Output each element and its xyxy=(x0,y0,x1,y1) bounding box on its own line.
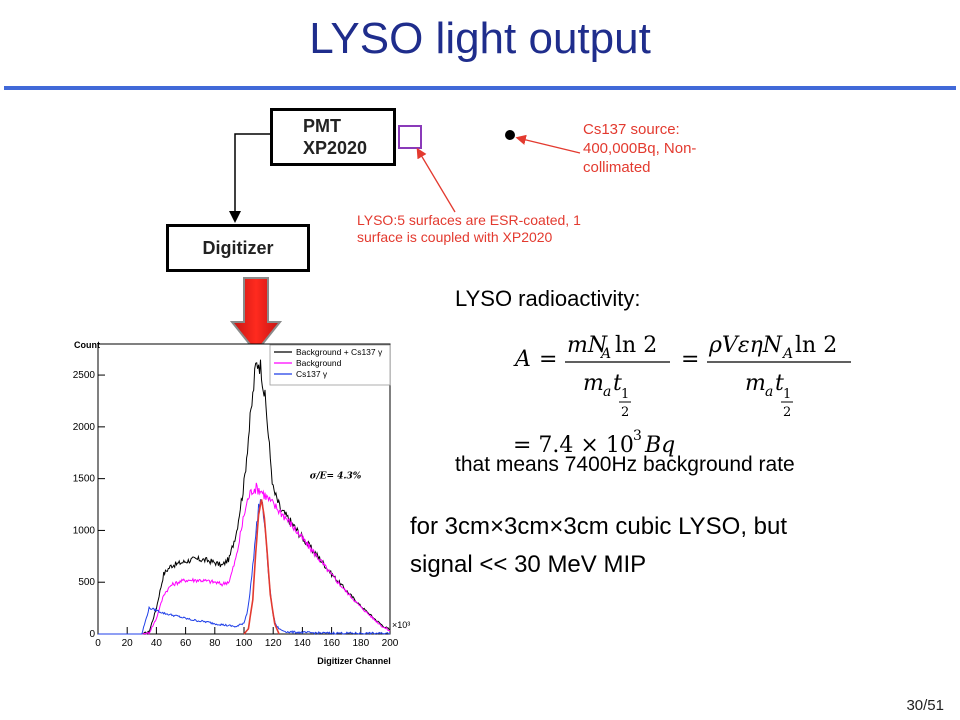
mip-caption-line-2: signal << 30 MeV MIP xyxy=(410,551,647,578)
slide-title: LYSO light output xyxy=(309,14,651,63)
x-tick-label: 160 xyxy=(323,638,340,649)
legend-entry: Cs137 γ xyxy=(296,369,328,379)
page-number: 30/51 xyxy=(906,697,944,714)
x-tick-label: 140 xyxy=(294,638,311,649)
pmt-box: PMT XP2020 xyxy=(270,108,396,166)
mip-caption: for 3cm×3cm×3cm cubic LYSO, but signal <… xyxy=(410,508,940,584)
svg-text:A: A xyxy=(599,346,611,362)
svg-text:1: 1 xyxy=(621,387,629,402)
x-tick-label: 200 xyxy=(382,638,399,649)
lyso-note: LYSO:5 surfaces are ESR-coated, 1 surfac… xyxy=(357,212,581,245)
series-line xyxy=(98,499,391,635)
svg-text:2: 2 xyxy=(783,405,791,420)
series-line xyxy=(98,482,391,635)
lyso-note-arrow xyxy=(416,147,456,213)
source-dot xyxy=(505,130,515,140)
lyso-crystal-square xyxy=(398,125,422,149)
x-tick-label: 80 xyxy=(209,638,221,649)
title-divider xyxy=(4,86,956,90)
x-tick-label: 100 xyxy=(236,638,253,649)
svg-text:ρVεηN: ρVεηN xyxy=(708,333,783,358)
svg-text:mN: mN xyxy=(567,333,608,358)
svg-text:1: 1 xyxy=(783,387,791,402)
x-tick-label: 180 xyxy=(352,638,369,649)
svg-text:a: a xyxy=(765,384,773,400)
x-tick-label: 40 xyxy=(151,638,163,649)
y-tick-label: 1000 xyxy=(73,525,96,536)
svg-text:a: a xyxy=(603,384,611,400)
sigma-annotation: σ/E= 4.3% xyxy=(310,472,362,482)
svg-text:= 7.4 × 10: = 7.4 × 10 xyxy=(513,433,634,458)
svg-text:=: = xyxy=(681,347,699,372)
x-tick-label: 60 xyxy=(180,638,192,649)
svg-text:t: t xyxy=(775,371,784,396)
x-axis-label: Digitizer Channel xyxy=(317,656,391,666)
y-tick-label: 2500 xyxy=(73,370,96,381)
svg-text:Bq: Bq xyxy=(644,433,675,458)
svg-text:t: t xyxy=(613,371,622,396)
svg-text:=: = xyxy=(539,347,557,372)
plot-frame xyxy=(97,343,391,635)
svg-text:m: m xyxy=(745,371,766,396)
svg-text:A: A xyxy=(513,347,531,372)
radioactivity-conclusion: that means 7400Hz background rate xyxy=(455,453,795,476)
svg-text:ln 2: ln 2 xyxy=(795,333,837,358)
y-tick-label: 0 xyxy=(89,629,95,640)
y-tick-label: 1500 xyxy=(73,474,96,485)
pmt-model-label: XP2020 xyxy=(303,138,368,158)
x-tick-label: 120 xyxy=(265,638,282,649)
source-note-arrow xyxy=(515,134,581,154)
legend-entry: Background + Cs137 γ xyxy=(296,347,383,357)
spectrum-plot: 0 20 40 60 80 100 120 140 160 180 2000500100015002… xyxy=(73,340,411,666)
x-tick-label: 0 xyxy=(95,638,101,649)
digitizer-box: Digitizer xyxy=(166,224,310,272)
pmt-to-digitizer-connector xyxy=(229,133,270,223)
mip-caption-line-1: for 3cm×3cm×3cm cubic LYSO, but xyxy=(410,513,788,540)
radioactivity-heading: LYSO radioactivity: xyxy=(455,286,641,311)
y-axis-label: Count xyxy=(74,340,100,350)
svg-text:ln 2: ln 2 xyxy=(615,333,657,358)
y-tick-label: 500 xyxy=(78,577,95,588)
x-tick-label: 20 xyxy=(122,638,134,649)
series-line xyxy=(98,359,391,635)
series-line xyxy=(243,499,280,635)
svg-text:m: m xyxy=(583,371,604,396)
x-multiplier-label: ×10³ xyxy=(392,620,410,630)
y-tick-label: 2000 xyxy=(73,422,96,433)
svg-text:A: A xyxy=(781,346,793,362)
legend-entry: Background xyxy=(296,358,342,368)
svg-text:3: 3 xyxy=(633,428,642,444)
svg-text:2: 2 xyxy=(621,405,629,420)
source-note: Cs137 source: 400,000Bq, Non-collimated xyxy=(583,121,697,176)
pmt-label: PMT xyxy=(303,116,341,136)
